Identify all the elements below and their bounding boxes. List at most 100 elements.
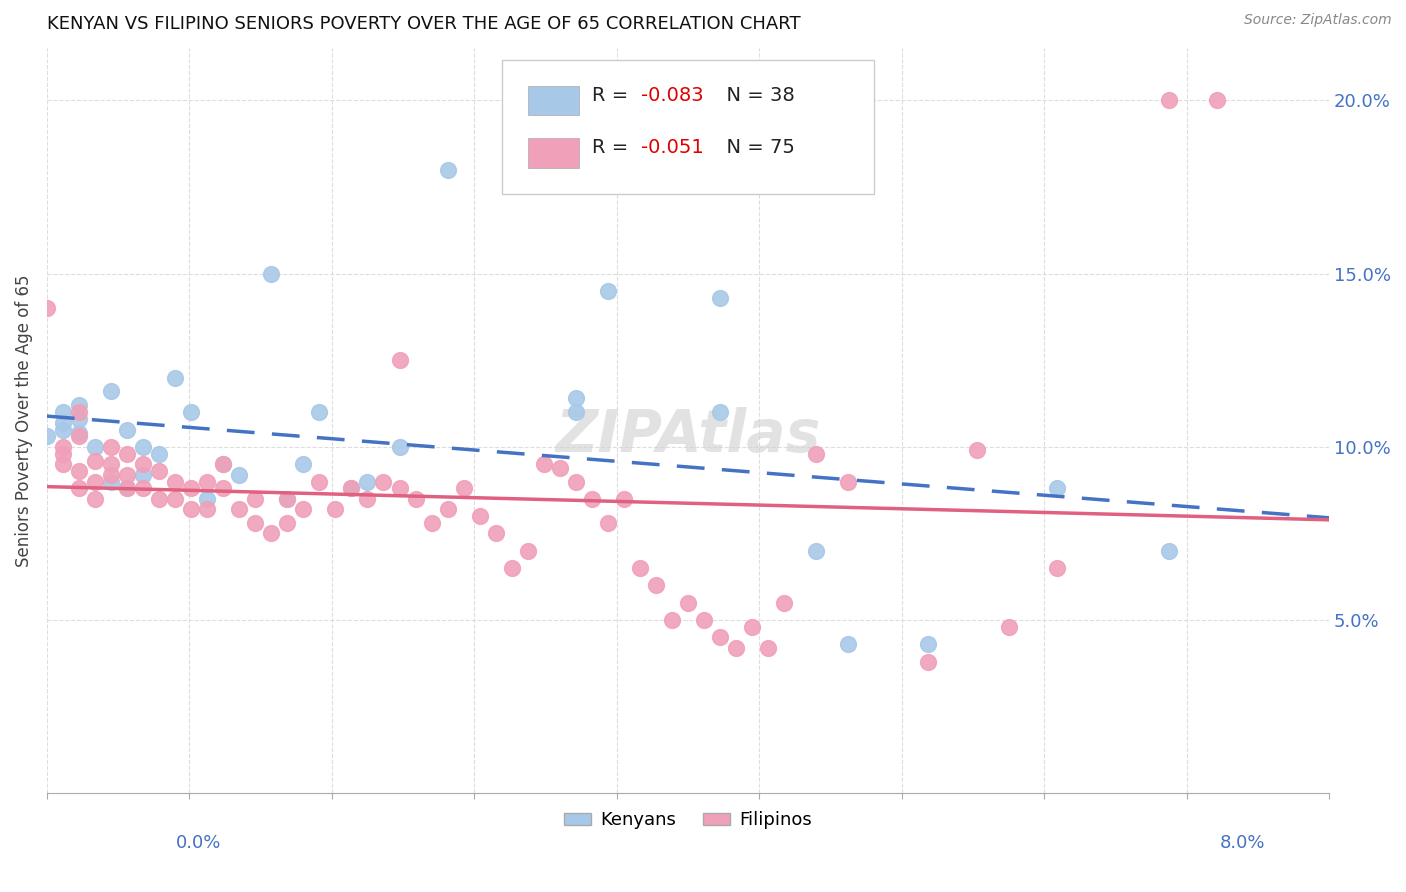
Point	[533, 457, 555, 471]
Point	[565, 392, 588, 406]
Point	[84, 475, 107, 489]
Point	[260, 526, 283, 541]
Point	[132, 440, 155, 454]
Point	[837, 637, 859, 651]
Point	[276, 491, 298, 506]
Text: R =: R =	[592, 138, 634, 157]
Point	[1046, 482, 1069, 496]
Point	[676, 596, 699, 610]
Point	[645, 578, 668, 592]
Point	[756, 640, 779, 655]
Point	[195, 475, 218, 489]
Point	[195, 491, 218, 506]
Point	[966, 443, 988, 458]
Point	[596, 284, 619, 298]
Text: Source: ZipAtlas.com: Source: ZipAtlas.com	[1244, 13, 1392, 28]
Point	[388, 353, 411, 368]
Text: R =: R =	[592, 86, 634, 105]
Point	[100, 440, 122, 454]
Text: ZIPAtlas: ZIPAtlas	[555, 408, 821, 465]
Point	[468, 509, 491, 524]
Point	[84, 454, 107, 468]
Point	[132, 482, 155, 496]
Point	[325, 502, 347, 516]
Point	[228, 502, 250, 516]
Point	[52, 440, 75, 454]
FancyBboxPatch shape	[502, 60, 875, 194]
Point	[148, 447, 170, 461]
Point	[180, 405, 202, 419]
Point	[67, 429, 90, 443]
Text: N = 75: N = 75	[714, 138, 794, 157]
Point	[837, 475, 859, 489]
FancyBboxPatch shape	[527, 86, 579, 115]
Point	[773, 596, 796, 610]
Point	[308, 475, 330, 489]
Point	[67, 482, 90, 496]
Point	[115, 423, 138, 437]
Point	[581, 491, 603, 506]
Point	[613, 491, 636, 506]
Text: 0.0%: 0.0%	[176, 834, 221, 852]
Point	[997, 620, 1019, 634]
Point	[917, 637, 939, 651]
Point	[115, 467, 138, 482]
Point	[52, 423, 75, 437]
Point	[420, 516, 443, 530]
Point	[148, 464, 170, 478]
Point	[67, 464, 90, 478]
Point	[485, 526, 508, 541]
Point	[212, 457, 235, 471]
Point	[596, 516, 619, 530]
Point	[548, 460, 571, 475]
Point	[1206, 94, 1229, 108]
FancyBboxPatch shape	[527, 138, 579, 168]
Point	[212, 482, 235, 496]
Point	[1157, 544, 1180, 558]
Point	[100, 467, 122, 482]
Point	[388, 482, 411, 496]
Point	[405, 491, 427, 506]
Point	[709, 631, 731, 645]
Point	[52, 447, 75, 461]
Point	[1046, 561, 1069, 575]
Point	[100, 457, 122, 471]
Point	[1157, 94, 1180, 108]
Point	[245, 516, 267, 530]
Point	[565, 475, 588, 489]
Point	[52, 405, 75, 419]
Point	[292, 502, 315, 516]
Point	[180, 482, 202, 496]
Point	[100, 475, 122, 489]
Point	[67, 412, 90, 426]
Point	[709, 405, 731, 419]
Point	[628, 561, 651, 575]
Point	[693, 613, 716, 627]
Text: -0.083: -0.083	[641, 86, 703, 105]
Point	[180, 502, 202, 516]
Y-axis label: Seniors Poverty Over the Age of 65: Seniors Poverty Over the Age of 65	[15, 275, 32, 567]
Point	[340, 482, 363, 496]
Point	[436, 162, 458, 177]
Legend: Kenyans, Filipinos: Kenyans, Filipinos	[557, 804, 820, 837]
Point	[165, 491, 187, 506]
Point	[132, 457, 155, 471]
Point	[35, 301, 58, 316]
Point	[165, 475, 187, 489]
Point	[52, 416, 75, 430]
Point	[516, 544, 538, 558]
Point	[565, 405, 588, 419]
Point	[35, 429, 58, 443]
Point	[453, 482, 475, 496]
Point	[388, 440, 411, 454]
Point	[84, 440, 107, 454]
Point	[165, 370, 187, 384]
Point	[501, 561, 523, 575]
Point	[195, 502, 218, 516]
Point	[212, 457, 235, 471]
Point	[67, 398, 90, 412]
Point	[806, 447, 828, 461]
Point	[340, 482, 363, 496]
Point	[228, 467, 250, 482]
Point	[276, 516, 298, 530]
